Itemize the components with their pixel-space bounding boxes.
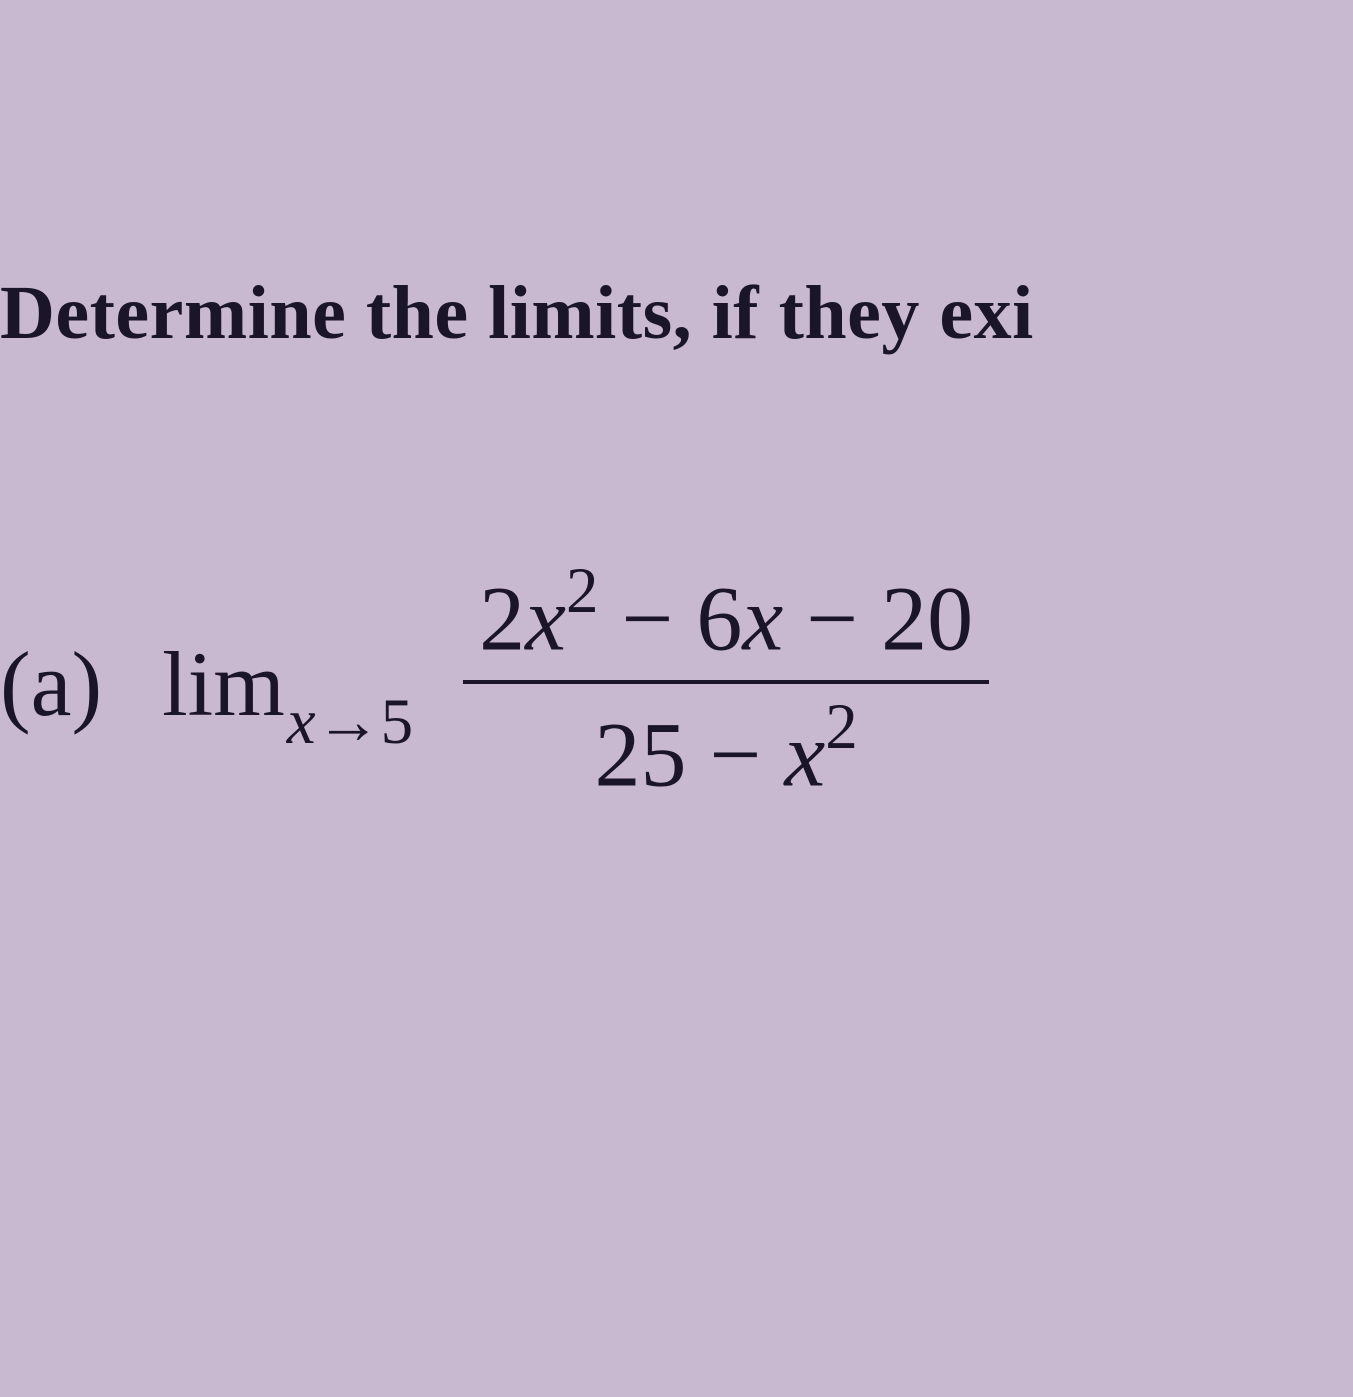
denominator: 25 − x2 xyxy=(579,684,874,808)
num-term1-coeff: 2 xyxy=(479,568,525,670)
num-term1-exp: 2 xyxy=(566,555,599,627)
numerator: 2x2 − 6x − 20 xyxy=(463,560,989,680)
num-term3: 20 xyxy=(881,568,973,670)
num-term2-var: x xyxy=(742,568,783,670)
den-term2-var: x xyxy=(784,703,825,805)
den-op1: − xyxy=(710,703,762,805)
den-term2-exp: 2 xyxy=(825,691,858,763)
limit-variable: x xyxy=(287,686,316,758)
page-heading: Determine the limits, if they exi xyxy=(0,270,1034,357)
num-term2-coeff: 6 xyxy=(696,568,742,670)
fraction: 2x2 − 6x − 20 25 − x2 xyxy=(463,560,989,807)
num-term1-var: x xyxy=(525,568,566,670)
num-op1: − xyxy=(622,568,674,670)
heading-text: Determine the limits, if they exi xyxy=(0,271,1034,355)
limit-expression: lim x→5 xyxy=(162,631,413,737)
den-term1: 25 xyxy=(595,703,687,805)
limit-target: 5 xyxy=(381,686,414,758)
limit-arrow: → xyxy=(316,686,381,758)
num-op2: − xyxy=(806,568,858,670)
limit-operator: lim xyxy=(162,631,285,737)
limit-subscript: x→5 xyxy=(287,685,413,760)
problem-a: (a) lim x→5 2x2 − 6x − 20 25 − x2 xyxy=(0,560,1353,807)
problem-label: (a) xyxy=(0,631,102,737)
